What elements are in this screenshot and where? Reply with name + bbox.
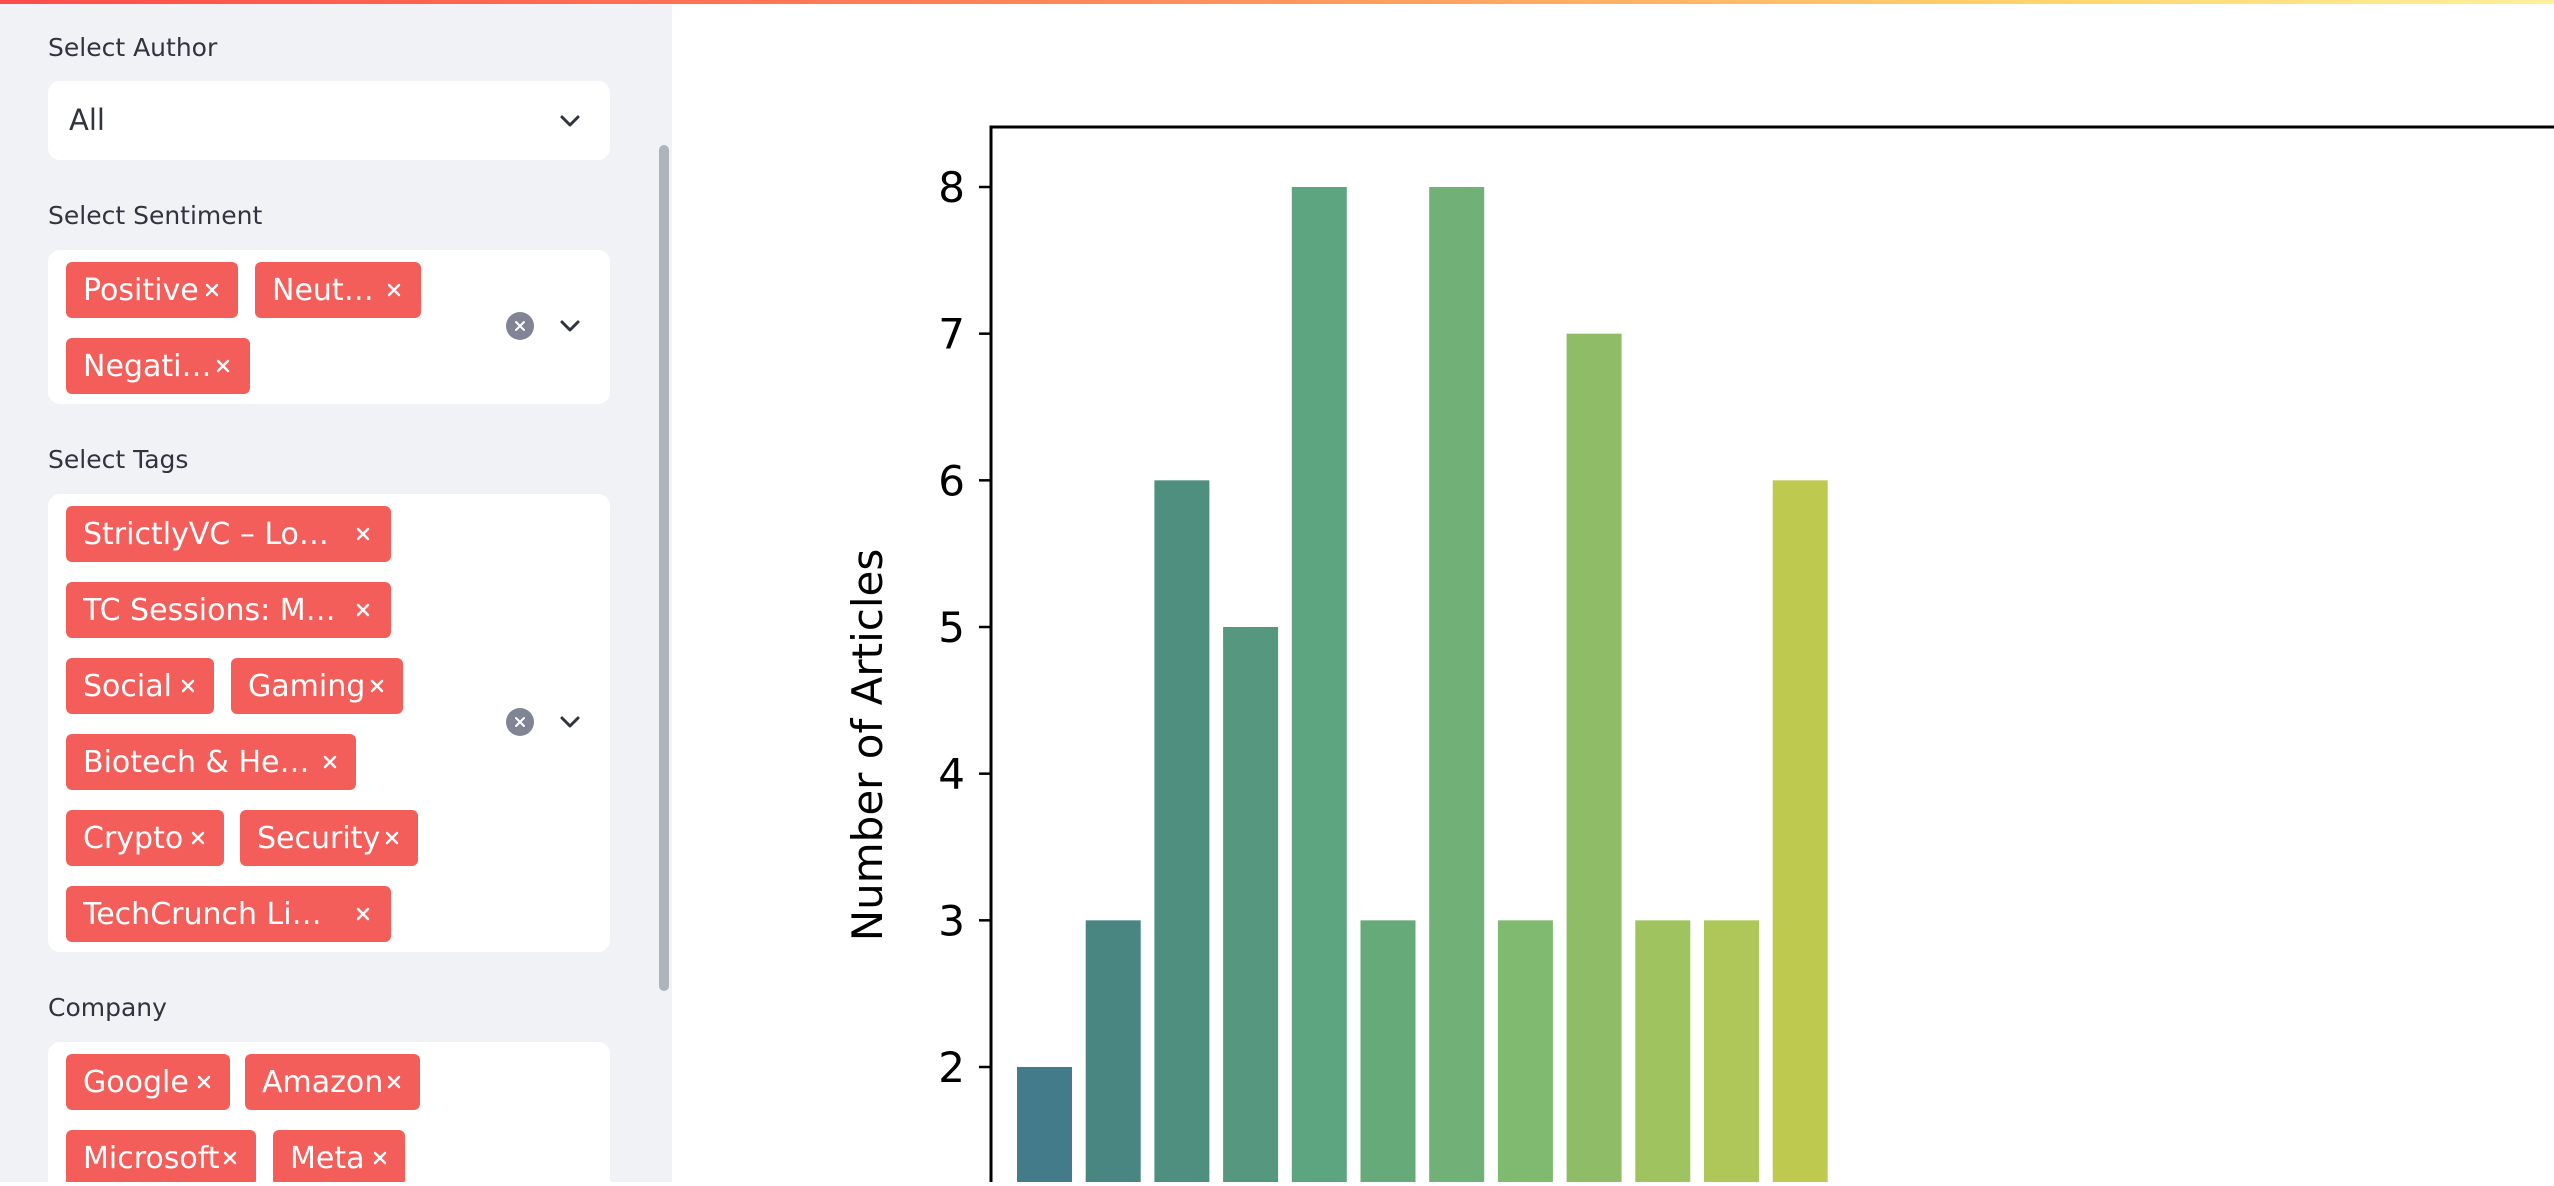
- close-icon[interactable]: [351, 582, 375, 638]
- y-tick-label: 5: [938, 603, 965, 652]
- chevron-down-icon[interactable]: [558, 314, 582, 338]
- close-icon[interactable]: [176, 658, 200, 714]
- topic-tag: Crypto: [66, 810, 224, 866]
- top-decoration-bar: [0, 0, 2554, 4]
- close-icon[interactable]: [365, 658, 389, 714]
- close-icon[interactable]: [382, 262, 406, 318]
- topic-tag: Biotech & Health: [66, 734, 356, 790]
- close-icon[interactable]: [351, 886, 375, 942]
- chevron-down-icon[interactable]: [558, 109, 582, 133]
- close-icon[interactable]: [211, 338, 235, 394]
- close-icon[interactable]: [200, 262, 224, 318]
- topic-tag: Gaming: [231, 658, 403, 714]
- company-label: Company: [48, 993, 167, 1022]
- y-tick-label: 6: [938, 456, 965, 505]
- close-icon[interactable]: [382, 1054, 406, 1110]
- close-icon[interactable]: [186, 810, 210, 866]
- y-axis-label: Number of Articles: [843, 549, 892, 942]
- y-ticks-layer: 2 3 4 5 6 7 8: [938, 163, 991, 1092]
- close-icon[interactable]: [192, 1054, 216, 1110]
- close-icon[interactable]: [368, 1130, 392, 1182]
- close-icon[interactable]: [351, 506, 375, 562]
- bar: [1291, 187, 1347, 1186]
- sentiment-tag: Neutral: [255, 262, 421, 318]
- sentiment-tag: Negative: [66, 338, 250, 394]
- bar: [1360, 920, 1416, 1186]
- tags-label: Select Tags: [48, 445, 189, 474]
- y-tick-label: 3: [938, 896, 965, 945]
- author-select[interactable]: All: [48, 81, 610, 160]
- bar: [1635, 920, 1691, 1186]
- company-tag: Meta: [273, 1130, 405, 1182]
- bar: [1497, 920, 1553, 1186]
- close-icon[interactable]: [218, 1130, 242, 1182]
- bar: [1772, 480, 1828, 1186]
- sidebar: Select Author All Select Sentiment Posit…: [0, 0, 672, 1182]
- bar: [1704, 920, 1759, 1186]
- clear-all-icon[interactable]: [506, 312, 534, 340]
- tags-multiselect[interactable]: StrictlyVC – Los … TC Sessions: Mo… Soci…: [48, 494, 610, 952]
- close-icon[interactable]: [380, 810, 404, 866]
- sentiment-tag: Positive: [66, 262, 238, 318]
- topic-tag: TC Sessions: Mo…: [66, 582, 391, 638]
- y-tick-label: 8: [938, 163, 965, 212]
- author-label: Select Author: [48, 33, 218, 62]
- topic-tag: Security: [240, 810, 418, 866]
- bar: [1223, 627, 1279, 1186]
- company-multiselect[interactable]: Google Amazon Microsoft Meta: [48, 1042, 610, 1182]
- bar: [1085, 920, 1141, 1186]
- sentiment-multiselect[interactable]: Positive Neutral Negative: [48, 250, 610, 404]
- articles-chart: 2 3 4 5 6 7 8 Number of Articles: [672, 0, 2554, 1186]
- bars-layer: [1017, 187, 1828, 1186]
- bar: [1566, 333, 1622, 1186]
- bar: [1429, 187, 1485, 1186]
- clear-all-icon[interactable]: [506, 708, 534, 736]
- chevron-down-icon[interactable]: [558, 710, 582, 734]
- sentiment-label: Select Sentiment: [48, 201, 263, 230]
- author-select-value: All: [69, 103, 105, 137]
- y-tick-label: 2: [938, 1043, 965, 1092]
- topic-tag: TechCrunch Live…: [66, 886, 391, 942]
- articles-bar-chart: 2 3 4 5 6 7 8 Number of Articles: [843, 125, 2554, 1186]
- company-tag: Amazon: [245, 1054, 420, 1110]
- topic-tag: Social: [66, 658, 214, 714]
- close-icon[interactable]: [318, 734, 342, 790]
- bar: [1154, 480, 1210, 1186]
- bar: [1017, 1067, 1072, 1186]
- company-tag: Google: [66, 1054, 230, 1110]
- company-tag: Microsoft: [66, 1130, 256, 1182]
- y-tick-label: 4: [938, 750, 965, 799]
- sidebar-scrollbar[interactable]: [659, 145, 669, 991]
- topic-tag: StrictlyVC – Los …: [66, 506, 391, 562]
- y-tick-label: 7: [938, 310, 965, 359]
